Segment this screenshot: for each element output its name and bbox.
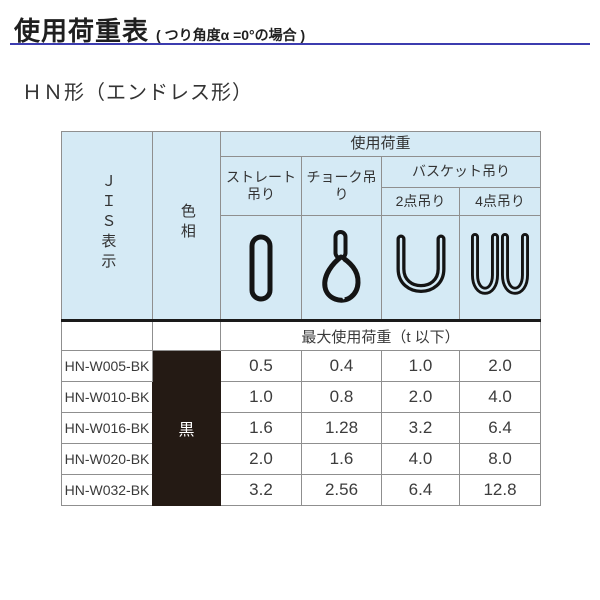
value-cell: 1.6: [220, 412, 302, 444]
straight-sling-icon: [249, 234, 273, 301]
value-cell: 1.0: [220, 381, 302, 413]
value-cell: 6.4: [381, 474, 460, 506]
table-row: HN-W010-BK 1.0 0.8 2.0 4.0: [61, 381, 542, 413]
table-row: HN-W032-BK 3.2 2.56 6.4 12.8: [61, 474, 542, 506]
basket4-icon-cell: [458, 215, 542, 322]
value-cell: 0.8: [301, 381, 382, 413]
table-row: HN-W016-BK 1.6 1.28 3.2 6.4: [61, 412, 542, 444]
basket-4point-sling-icon: [471, 232, 529, 295]
value-cell: 1.28: [301, 412, 382, 444]
jis-code: HN-W032-BK: [61, 474, 153, 506]
value-cell: 3.2: [381, 412, 460, 444]
value-cell: 2.0: [381, 381, 460, 413]
choke-icon-cell: [301, 215, 382, 322]
value-cell: 8.0: [458, 443, 542, 475]
color-column-label: 色相: [178, 202, 196, 243]
straight-icon-cell: [220, 215, 302, 322]
max-load-label: 最大使用荷重（t 以下）: [219, 320, 542, 351]
basket4-header-cell: 4点吊り: [458, 187, 542, 216]
value-cell: 3.2: [220, 474, 302, 506]
straight-header-cell: ストレート吊り: [220, 156, 302, 216]
value-cell: 1.6: [301, 443, 382, 475]
value-cell: 2.0: [220, 443, 302, 475]
value-cell: 1.0: [381, 350, 460, 382]
icon-row: [62, 215, 542, 322]
basket2-header-cell: 2点吊り: [381, 187, 460, 216]
section-heading: ＨＮ形（エンドレス形）: [22, 82, 253, 104]
color-value: 黒: [178, 422, 195, 439]
value-cell: 2.56: [301, 474, 382, 506]
value-cell: 4.0: [381, 443, 460, 475]
max-load-row: 最大使用荷重（t 以下）: [61, 320, 542, 351]
title-underline: [10, 43, 590, 45]
table-row: HN-W005-BK 黒 0.5 0.4 1.0 2.0: [61, 350, 542, 506]
choke-header-cell: チョーク吊り: [301, 156, 382, 216]
basket-header-cell: バスケット吊り: [380, 156, 542, 188]
jis-column-label: ＪＩＳ表示: [99, 172, 117, 273]
color-value-cell: 黒: [152, 350, 221, 506]
value-cell: 0.5: [220, 350, 302, 382]
header-row-types: ストレート吊り チョーク吊り バスケット吊り: [62, 156, 542, 216]
jis-code: HN-W016-BK: [61, 412, 153, 444]
value-cell: 0.4: [301, 350, 382, 382]
title-note: ( つり角度α =0°の場合 ): [156, 27, 306, 43]
value-cell: 6.4: [458, 412, 542, 444]
basket2-icon-cell: [381, 215, 460, 322]
page-title: 使用荷重表 ( つり角度α =0°の場合 ): [14, 11, 305, 48]
basket-2point-sling-icon: [396, 234, 445, 293]
header-row-load: ＪＩＳ表示 色相 使用荷重: [61, 131, 542, 322]
jis-code: HN-W005-BK: [61, 350, 153, 382]
choke-sling-icon: [322, 230, 361, 303]
value-cell: 4.0: [458, 381, 542, 413]
value-cell: 2.0: [458, 350, 542, 382]
jis-code: HN-W010-BK: [61, 381, 153, 413]
value-cell: 12.8: [458, 474, 542, 506]
empty-color-cell: [152, 320, 221, 351]
color-column-header-cell: 色相: [152, 131, 221, 322]
title-text: 使用荷重表: [14, 16, 150, 46]
jis-column-header-cell: ＪＩＳ表示: [61, 131, 153, 322]
jis-code: HN-W020-BK: [61, 443, 153, 475]
load-table: ＪＩＳ表示 色相 使用荷重 ストレート吊り チョーク吊り バスケット吊り 2点吊…: [61, 131, 542, 506]
table-row: HN-W020-BK 2.0 1.6 4.0 8.0: [61, 443, 542, 475]
empty-jis-cell: [61, 320, 153, 351]
load-header-cell: 使用荷重: [219, 131, 542, 157]
